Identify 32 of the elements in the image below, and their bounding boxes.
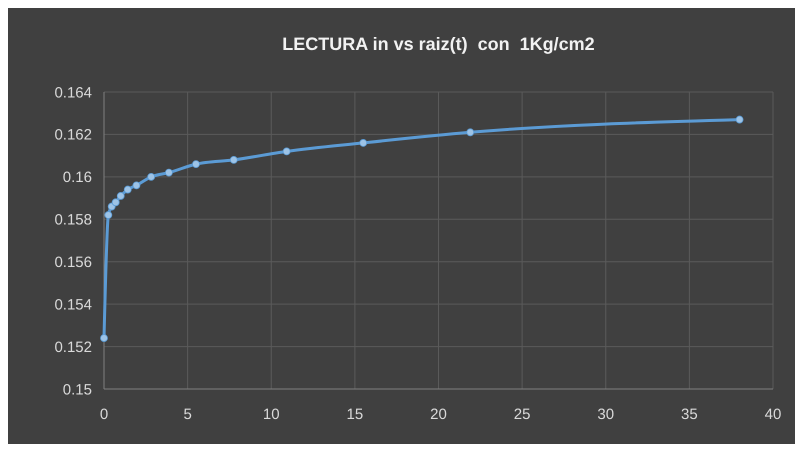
point xyxy=(104,211,112,219)
point xyxy=(736,116,744,124)
point xyxy=(116,192,125,200)
x-tick-label: 25 xyxy=(514,406,530,423)
y-tick-label: 0.158 xyxy=(54,212,92,229)
x-tick-label: 10 xyxy=(262,406,280,423)
y-tick-label: 0.16 xyxy=(62,169,92,186)
point xyxy=(359,139,368,147)
y-tick-label: 0.154 xyxy=(54,296,92,314)
point xyxy=(100,334,108,342)
point xyxy=(466,128,474,136)
point xyxy=(164,168,173,177)
x-tick-label: 20 xyxy=(430,406,447,423)
y-tick-label: 0.156 xyxy=(54,254,92,271)
point xyxy=(124,186,132,194)
x-tick-label: 30 xyxy=(597,406,614,423)
x-tick-label: 5 xyxy=(183,406,192,423)
point xyxy=(230,156,238,164)
y-tick-label: 0.164 xyxy=(54,84,92,102)
point xyxy=(192,160,200,168)
x-tick-label: 0 xyxy=(100,406,108,423)
x-tick-label: 15 xyxy=(346,406,364,423)
y-tick-label: 0.162 xyxy=(54,126,92,144)
x-tick-label: 35 xyxy=(681,406,698,423)
chart-title: LECTURA in vs raiz(t) con 1Kg/cm2 xyxy=(282,34,595,54)
point xyxy=(132,181,140,190)
y-tick-label: 0.15 xyxy=(62,381,92,398)
y-tick-label: 0.152 xyxy=(54,338,92,356)
x-tick-label: 40 xyxy=(764,406,782,423)
point xyxy=(112,198,120,206)
point xyxy=(147,172,156,181)
point xyxy=(282,148,291,156)
